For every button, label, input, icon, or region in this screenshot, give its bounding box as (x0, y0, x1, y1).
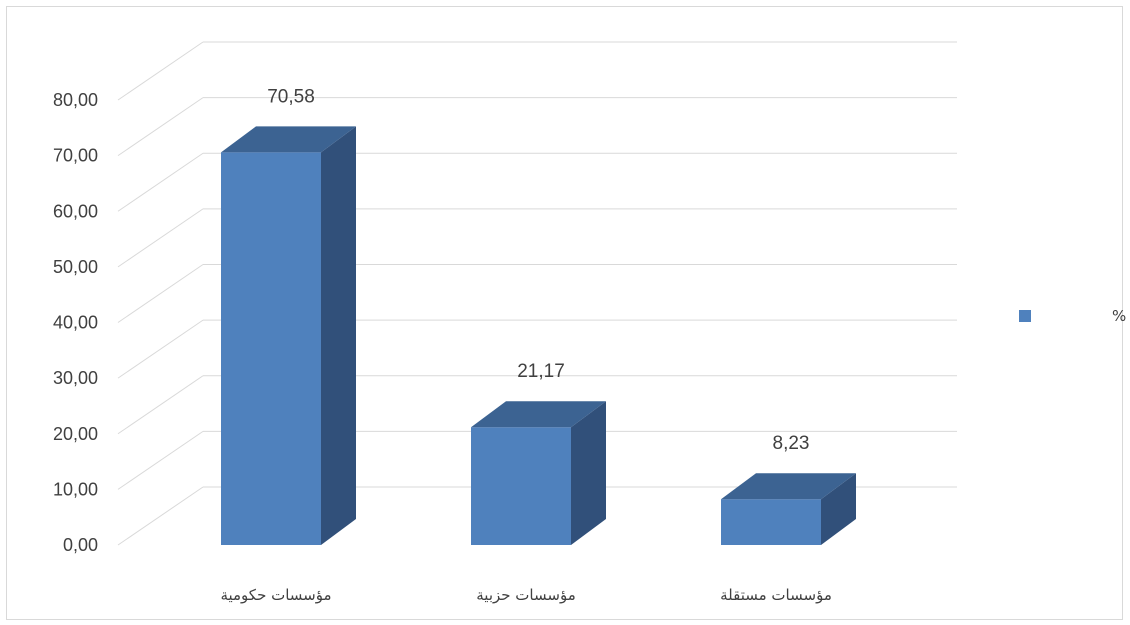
x-category-label: مؤسسات حكومية (220, 586, 331, 604)
gridline-side (117, 208, 204, 268)
bar-top (471, 401, 606, 428)
bar-front (471, 427, 571, 545)
data-label: 8,23 (773, 433, 810, 454)
y-tick-label: 20,00 (53, 424, 98, 444)
bar-side (821, 473, 856, 545)
y-tick-label: 70,00 (53, 146, 98, 166)
legend: النسبة % (1019, 307, 1130, 325)
gridline-side (117, 41, 204, 101)
y-tick-label: 10,00 (53, 479, 98, 499)
bar-side (571, 401, 606, 545)
gridline-side (117, 375, 204, 435)
y-tick-label: 30,00 (53, 368, 98, 388)
bar-front (721, 499, 821, 545)
legend-swatch (1019, 310, 1031, 322)
gridline-side (117, 430, 204, 490)
data-label: 21,17 (517, 361, 565, 382)
y-tick-label: 0,00 (63, 535, 98, 555)
x-axis-categories: مؤسسات حكومية مؤسسات حزبية مؤسسات مستقلة (220, 586, 831, 604)
y-tick-label: 60,00 (53, 201, 98, 221)
bar (471, 401, 606, 545)
bar-side (321, 126, 356, 546)
bar-front (221, 152, 321, 545)
x-category-label: مؤسسات مستقلة (720, 586, 832, 604)
gridline-side (117, 319, 204, 379)
gridline-side (117, 264, 204, 323)
bar (221, 126, 356, 546)
bar-top (721, 473, 856, 500)
y-axis-ticks: 0,00 10,00 20,00 30,00 40,00 50,00 60,00 70,00 8… (53, 90, 98, 555)
gridline-side (117, 97, 204, 157)
gridline-side (117, 486, 204, 546)
y-tick-label: 40,00 (53, 313, 98, 333)
y-tick-label: 80,00 (53, 90, 98, 110)
y-tick-label: 50,00 (53, 257, 98, 277)
legend-label: النسبة % (1112, 307, 1130, 325)
bar (721, 473, 856, 545)
x-category-label: مؤسسات حزبية (476, 586, 576, 604)
data-labels: 70,58 21,17 8,23 (267, 86, 809, 454)
data-label: 70,58 (267, 86, 315, 107)
gridline-side (117, 152, 204, 212)
bars (221, 126, 856, 546)
bar-top (221, 126, 356, 153)
